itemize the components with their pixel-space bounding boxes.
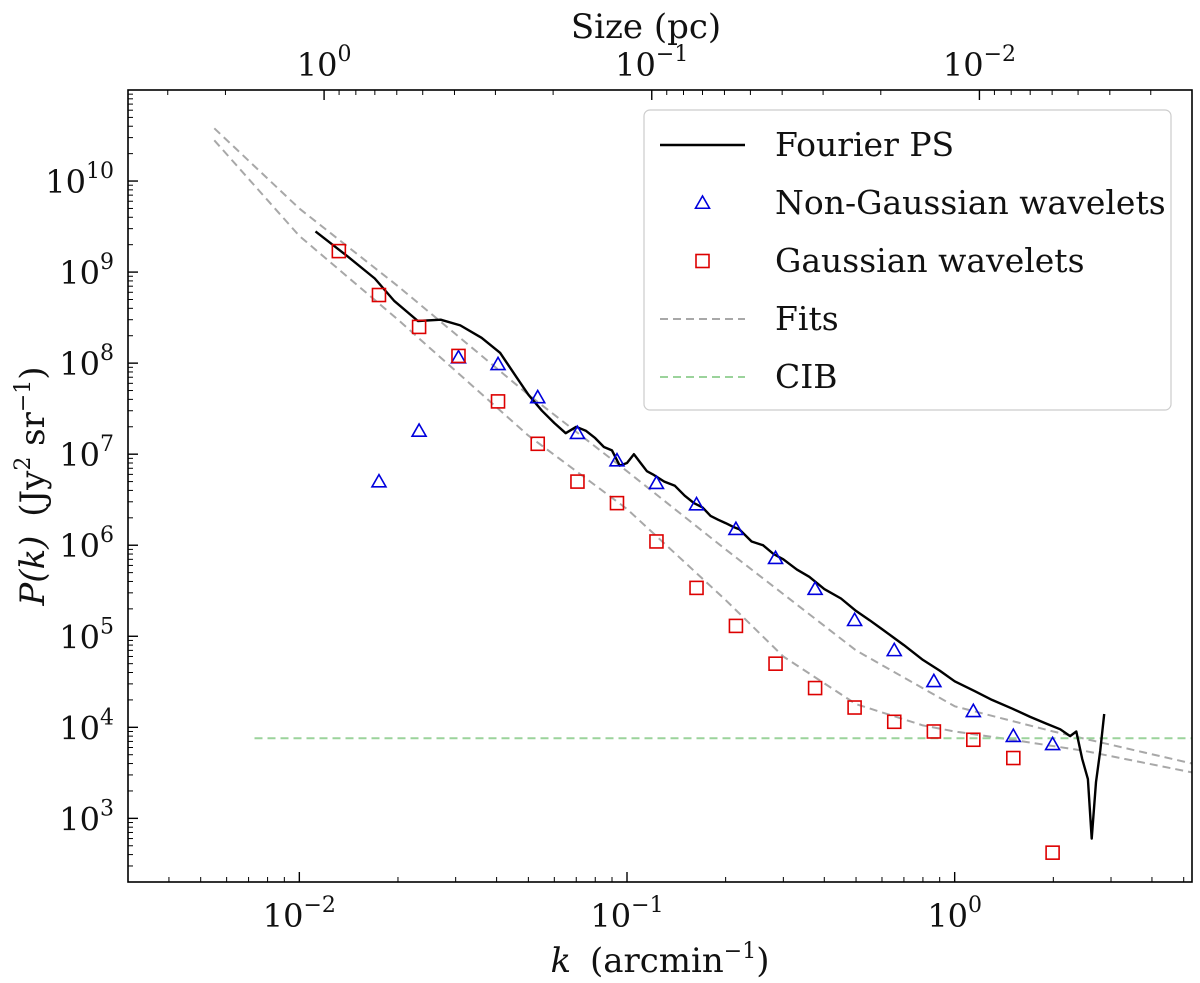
series-fits-4 (213, 139, 1193, 774)
point-gaussian-wavelet (926, 724, 942, 739)
top-tick-label: 100 (297, 42, 352, 84)
y-tick-label: 103 (59, 796, 114, 838)
x-tick-label: 100 (927, 893, 982, 935)
axis-ticks (127, 90, 1185, 883)
legend-swatch (695, 253, 710, 269)
point-non-gaussian-wavelet (410, 422, 428, 437)
point-gaussian-wavelet (609, 495, 625, 511)
y-tick-label: 106 (59, 523, 114, 565)
y-tick-label: 107 (59, 432, 114, 474)
legend-swatch (694, 194, 711, 210)
point-gaussian-wavelet (728, 618, 744, 634)
point-gaussian-wavelet (847, 700, 862, 715)
point-gaussian-wavelet (768, 656, 783, 671)
point-non-gaussian-wavelet (489, 355, 507, 371)
point-gaussian-wavelet (689, 580, 704, 596)
legend-label: Fourier PS (775, 125, 954, 164)
point-gaussian-wavelet (1045, 845, 1060, 860)
point-gaussian-wavelet (807, 680, 823, 696)
x-tick-label: 10−2 (263, 893, 336, 935)
point-non-gaussian-wavelet (885, 641, 903, 657)
legend-label: Fits (775, 299, 839, 338)
point-non-gaussian-wavelet (370, 472, 388, 488)
point-gaussian-wavelet (371, 287, 387, 303)
tick-labels: 10−2 10−1 100 103 104 105 106 107 108 109 1010 100 1… (45, 42, 1016, 935)
point-gaussian-wavelet (570, 474, 585, 489)
legend-box (643, 109, 1172, 411)
y-tick-label: 109 (59, 250, 114, 292)
legend: Fourier PS Non-Gaussian wavelets Gaussian … (643, 109, 1172, 411)
point-gaussian-wavelet (411, 319, 427, 335)
x-tick-label: 10−1 (590, 893, 663, 935)
point-gaussian-wavelet (649, 534, 664, 549)
point-non-gaussian-wavelet (806, 580, 824, 596)
top-tick-label: 10−2 (943, 42, 1016, 84)
point-non-gaussian-wavelet (529, 388, 547, 404)
legend-item-fourier-ps: Fourier PS (660, 125, 954, 164)
legend-label: CIB (775, 357, 838, 396)
y-axis-label: P(k) (Jy2 sr−1) (11, 366, 53, 606)
point-non-gaussian-wavelet (846, 611, 863, 627)
y-tick-label: 108 (59, 341, 114, 383)
point-gaussian-wavelet (966, 732, 981, 748)
point-non-gaussian-wavelet (688, 495, 705, 511)
series-fits-3 (213, 127, 1193, 765)
point-non-gaussian-wavelet (727, 520, 745, 536)
point-non-gaussian-wavelet (608, 451, 626, 467)
legend-item-gaussian-wavelets: Gaussian wavelets (695, 241, 1085, 280)
series-layer (213, 127, 1193, 860)
point-non-gaussian-wavelet (569, 424, 586, 440)
point-non-gaussian-wavelet (1004, 727, 1022, 743)
legend-label: Gaussian wavelets (775, 241, 1085, 280)
point-gaussian-wavelet (451, 348, 466, 364)
y-tick-label: 105 (59, 614, 114, 656)
point-gaussian-wavelet (886, 714, 902, 730)
legend-item-non-gaussian-wavelets: Non-Gaussian wavelets (694, 183, 1166, 222)
point-non-gaussian-wavelet (767, 549, 784, 565)
legend-item-cib: CIB (660, 357, 838, 396)
point-non-gaussian-wavelet (925, 672, 943, 688)
point-gaussian-wavelet (331, 243, 347, 259)
top-axis-label: Size (pc) (571, 7, 721, 47)
point-gaussian-wavelet (530, 436, 546, 452)
legend-item-fits: Fits (660, 299, 839, 338)
y-tick-label: 1010 (45, 159, 114, 201)
point-non-gaussian-wavelet (648, 474, 665, 490)
plot-frame (127, 89, 1193, 883)
point-gaussian-wavelet (490, 394, 506, 409)
legend-label: Non-Gaussian wavelets (775, 183, 1166, 222)
point-non-gaussian-wavelet (964, 702, 982, 718)
y-tick-label: 104 (59, 705, 114, 747)
x-axis-label: k (arcmin−1) (551, 939, 770, 981)
top-tick-label: 10−1 (615, 42, 688, 84)
point-gaussian-wavelet (1006, 750, 1021, 766)
point-non-gaussian-wavelet (1044, 735, 1061, 751)
